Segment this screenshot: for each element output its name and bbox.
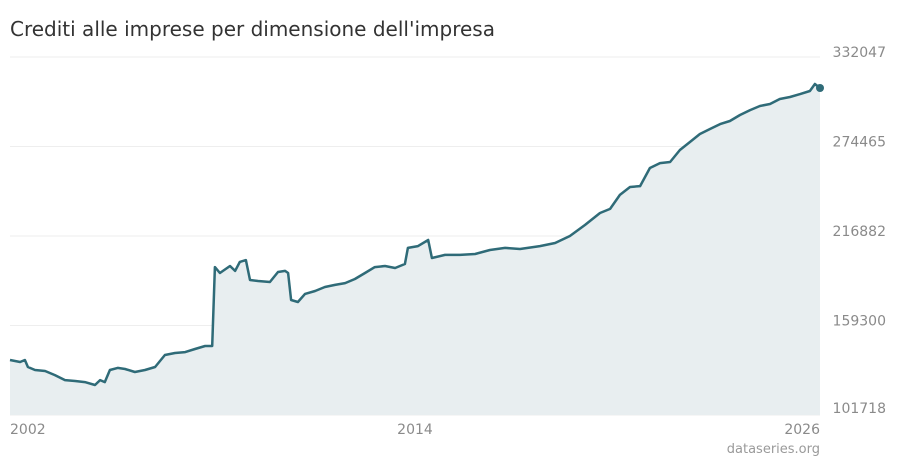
area	[10, 84, 820, 415]
y-tick-label: 274465	[833, 134, 886, 150]
y-tick-label: 159300	[833, 314, 886, 330]
x-tick-label: 2014	[397, 422, 433, 438]
y-tick-label: 216882	[833, 224, 886, 240]
line	[9, 82, 821, 387]
end-point	[816, 84, 824, 93]
y-tick-label: 332047	[833, 45, 886, 61]
x-tick-label: 2002	[10, 422, 46, 438]
source: dataseries.org	[727, 442, 820, 457]
y-tick-label: 101718	[833, 401, 886, 417]
chart-title: Crediti alle imprese per dimensione dell…	[10, 17, 495, 41]
x-tick-label: 2026	[784, 422, 820, 438]
